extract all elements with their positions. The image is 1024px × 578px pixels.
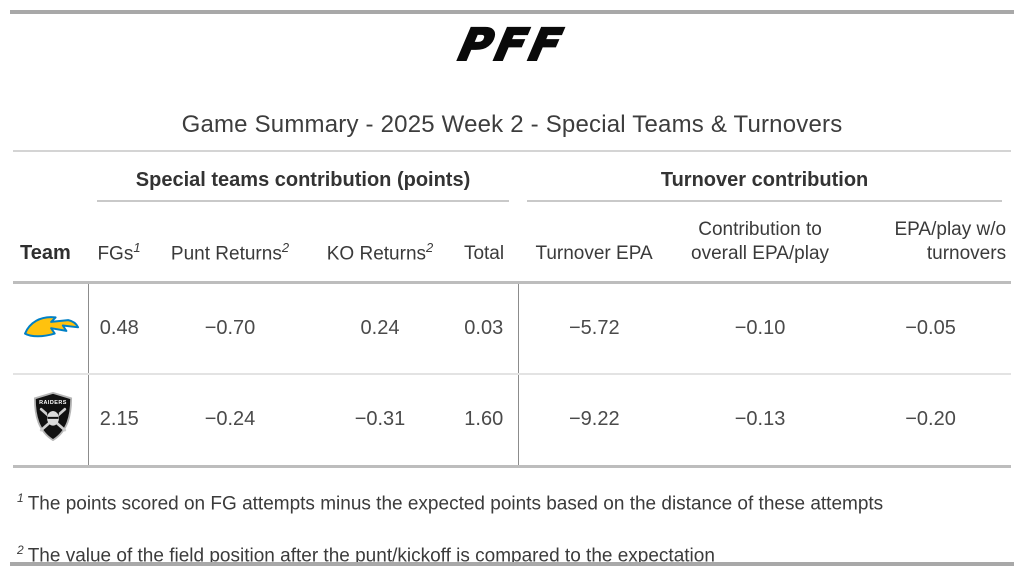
- col-header-team: Team: [13, 202, 88, 284]
- cell-ko-returns: −0.31: [310, 374, 450, 468]
- table-row-raiders: RAIDERS 2.15 −0.24 −0.31 1.60 −9.22 −0.1…: [13, 374, 1012, 468]
- brand-header: PFF: [0, 19, 1024, 72]
- footnote-2-text: The value of the field position after th…: [27, 545, 715, 567]
- top-divider: [10, 10, 1014, 14]
- team-cell-chargers: [13, 282, 89, 375]
- footnote-2-marker: 2: [17, 543, 24, 558]
- cell-fgs: 0.48: [88, 282, 150, 375]
- table-row-chargers: 0.48 −0.70 0.24 0.03 −5.72 −0.10 −0.05: [13, 282, 1012, 375]
- footnote-1-text: The points scored on FG attempts minus t…: [27, 493, 884, 515]
- group-header-turnover: Turnover contribution: [518, 158, 1011, 202]
- column-group-row: Special teams contribution (points) Turn…: [13, 158, 1011, 202]
- group-label-special-teams: Special teams contribution (points): [135, 168, 471, 191]
- summary-table: Special teams contribution (points) Turn…: [13, 158, 1012, 468]
- footnote-1: 1 The points scored on FG attempts minus …: [17, 486, 1010, 516]
- footnote-2: 2 The value of the field position after t…: [17, 538, 1010, 568]
- raiders-shield-icon: RAIDERS: [33, 392, 73, 447]
- col-header-turnover-epa: Turnover EPA: [518, 202, 671, 284]
- cell-epa-wo-turnovers: −0.20: [850, 374, 1012, 468]
- cell-contribution-epa: −0.10: [670, 282, 851, 375]
- footnote-marker: 2: [426, 239, 434, 255]
- col-header-contribution-epa: Contribution to overall EPA/play: [670, 202, 851, 284]
- title-divider: [13, 150, 1011, 152]
- cell-punt-returns: −0.70: [150, 282, 310, 375]
- cell-fgs: 2.15: [88, 374, 150, 468]
- page-title: Game Summary - 2025 Week 2 - Special Tea…: [181, 111, 843, 138]
- column-header-row: Team FGs1 Punt Returns2 KO Returns2 Tota…: [13, 202, 1012, 284]
- chargers-bolt-icon: [23, 312, 81, 345]
- cell-punt-returns: −0.24: [150, 374, 310, 468]
- footnotes: 1 The points scored on FG attempts minus …: [17, 474, 1010, 578]
- col-header-epa-wo-turnovers: EPA/play w/o turnovers: [850, 202, 1012, 284]
- cell-contribution-epa: −0.13: [670, 374, 851, 468]
- col-header-punt-returns: Punt Returns2: [150, 202, 310, 284]
- col-header-fgs: FGs1: [88, 202, 150, 284]
- cell-ko-returns: 0.24: [310, 282, 450, 375]
- bottom-divider: [10, 562, 1014, 566]
- team-cell-raiders: RAIDERS: [13, 374, 89, 468]
- col-header-ko-returns: KO Returns2: [310, 202, 450, 284]
- group-spacer: [13, 158, 88, 202]
- cell-epa-wo-turnovers: −0.05: [850, 282, 1012, 375]
- footnote-marker: 2: [281, 239, 290, 255]
- cell-total: 1.60: [450, 374, 519, 468]
- svg-text:RAIDERS: RAIDERS: [39, 400, 67, 406]
- cell-total: 0.03: [450, 282, 519, 375]
- group-label-turnover: Turnover contribution: [660, 168, 869, 191]
- pff-logo: PFF: [453, 19, 571, 72]
- cell-turnover-epa: −9.22: [518, 374, 671, 468]
- cell-turnover-epa: −5.72: [518, 282, 671, 375]
- summary-table-wrap: Special teams contribution (points) Turn…: [13, 158, 1012, 468]
- footnote-1-marker: 1: [17, 491, 24, 505]
- group-header-special-teams: Special teams contribution (points): [88, 158, 518, 202]
- footnote-marker: 1: [133, 239, 141, 255]
- col-header-total: Total: [450, 202, 519, 284]
